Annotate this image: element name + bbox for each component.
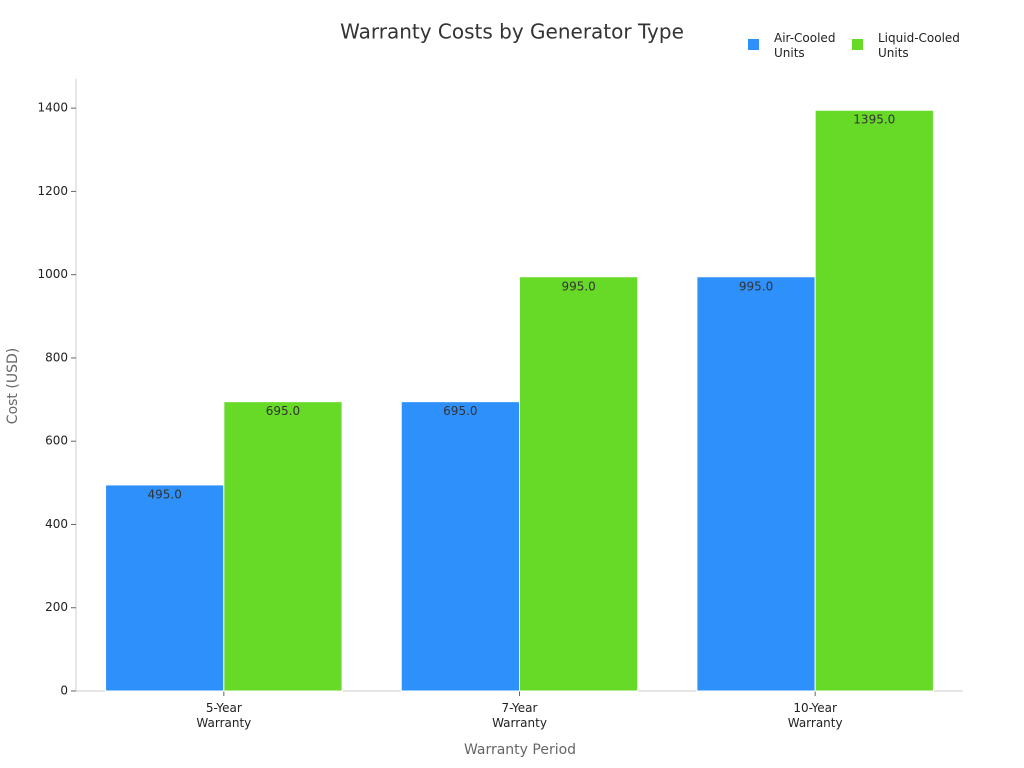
y-tick-label: 200 [45, 600, 68, 614]
x-axis-title: Warranty Period [464, 742, 576, 758]
y-tick-label: 0 [60, 684, 68, 698]
y-tick-label: 800 [45, 350, 68, 364]
value-label: 495.0 [148, 487, 182, 501]
y-tick-label: 1000 [37, 267, 68, 281]
y-tick-label: 400 [45, 517, 68, 531]
legend-swatch [748, 39, 759, 50]
x-tick-label: 10-Year Warranty [788, 701, 843, 730]
value-label: 695.0 [266, 404, 300, 418]
legend-label: Air-Cooled Units [774, 31, 835, 60]
legend-swatch [852, 39, 863, 50]
value-label: 1395.0 [853, 113, 895, 127]
value-label: 995.0 [561, 279, 595, 293]
bar [105, 484, 225, 692]
y-tick-label: 1400 [37, 101, 68, 115]
chart-title: Warranty Costs by Generator Type [340, 20, 684, 44]
legend-label: Liquid-Cooled Units [878, 31, 960, 60]
bar [400, 401, 521, 692]
x-tick-label: 5-Year Warranty [196, 701, 251, 730]
bar [223, 401, 343, 692]
value-label: 695.0 [443, 404, 477, 418]
y-tick-label: 1200 [37, 184, 68, 198]
bar [814, 109, 934, 692]
bar [696, 276, 816, 692]
bar [519, 276, 639, 692]
value-label: 995.0 [739, 279, 773, 293]
y-axis-title: Cost (USD) [5, 348, 21, 424]
y-tick-label: 600 [45, 434, 68, 448]
x-tick-label: 7-Year Warranty [492, 701, 547, 730]
